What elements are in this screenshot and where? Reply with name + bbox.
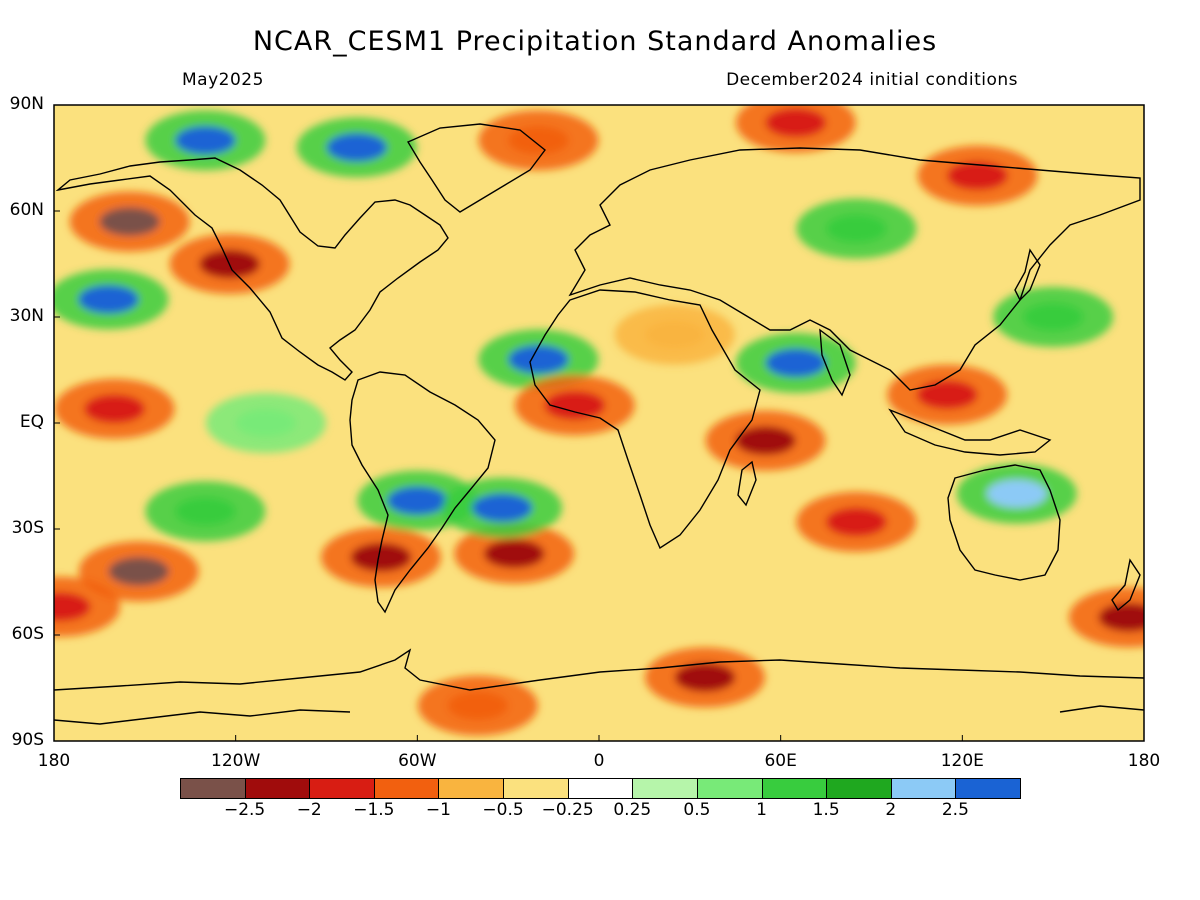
colorbar-label: −1: [425, 800, 451, 820]
colorbar-label: 2: [885, 800, 897, 820]
anomaly-region: [326, 133, 387, 162]
coast-south-america: [349, 371, 496, 614]
colorbar-swatch: [503, 778, 569, 799]
anomaly-region: [54, 592, 91, 621]
colorbar-swatch: [309, 778, 375, 799]
anomaly-region: [765, 108, 826, 137]
coast-new-zealand: [1111, 558, 1141, 612]
lon-label: 60E: [764, 751, 797, 771]
anomaly-region: [508, 126, 569, 155]
colorbar-swatch: [180, 778, 246, 799]
colorbar-swatch: [373, 778, 440, 799]
initial-conditions: December2024 initial conditions: [726, 70, 1018, 90]
coast-antarctica-south: [54, 709, 351, 725]
colorbar-swatch: [955, 778, 1021, 799]
anomaly-region: [351, 543, 411, 572]
coast-antarctica: [54, 648, 1144, 691]
anomaly-region: [84, 394, 145, 423]
anomaly-region: [826, 507, 887, 536]
lon-label: 180: [37, 751, 71, 771]
colorbar-swatch: [826, 778, 892, 799]
coast-north-america: [55, 157, 449, 381]
lat-label: 60N: [9, 200, 44, 220]
coast-japan: [1014, 248, 1041, 302]
anomaly-region: [1098, 603, 1144, 632]
anomaly-region: [644, 320, 705, 349]
forecast-month: May2025: [182, 70, 264, 90]
lon-label: 0: [593, 751, 605, 771]
colorbar-swatch: [438, 778, 505, 799]
colorbar-label: −2: [296, 800, 322, 820]
anomaly-region: [387, 486, 448, 515]
anomaly-region: [1023, 303, 1084, 331]
anomaly-region: [508, 345, 569, 374]
colorbar-label: −0.5: [482, 800, 524, 820]
colorbar-label: −1.5: [353, 800, 395, 820]
anomaly-region: [235, 409, 296, 437]
anomaly-region: [472, 493, 533, 522]
anomaly-region: [99, 207, 160, 236]
anomaly-region: [917, 380, 978, 409]
anomaly-field: [54, 105, 1144, 741]
lat-label: 30N: [9, 306, 44, 326]
lon-label: 60W: [398, 751, 437, 771]
anomaly-region: [765, 348, 826, 377]
anomaly-region: [78, 285, 139, 314]
colorbar-label: 0.25: [613, 800, 652, 820]
lat-label: EQ: [19, 412, 44, 432]
axis-ticks: [53, 104, 1145, 742]
colorbar-swatch: [696, 778, 763, 799]
coast-antarctica-east: [1059, 705, 1144, 713]
map-title: NCAR_CESM1 Precipitation Standard Anomal…: [252, 26, 938, 57]
anomaly-region: [175, 497, 236, 526]
colorbar-swatch: [244, 778, 311, 799]
lat-label: 90S: [11, 730, 44, 750]
coast-africa: [529, 289, 761, 550]
colorbar-swatch: [761, 778, 828, 799]
coast-india: [819, 328, 851, 397]
coast-greenland: [406, 123, 546, 213]
anomaly-region: [544, 391, 605, 420]
anomaly-region: [735, 426, 796, 455]
coast-australia: [947, 464, 1061, 581]
anomaly-region: [947, 161, 1008, 190]
lat-label: 90N: [9, 94, 44, 114]
lat-label: 30S: [11, 518, 44, 538]
coast-indonesia: [888, 408, 1052, 456]
anomaly-region: [447, 691, 508, 720]
lon-label: 180: [1127, 751, 1161, 771]
anomaly-region: [986, 479, 1047, 508]
colorbar-label: 1.5: [812, 800, 840, 820]
lon-label: 120E: [940, 751, 984, 771]
colorbar-swatch: [890, 778, 957, 799]
colorbar-label: −0.25: [541, 800, 594, 820]
colorbar-label: 0.5: [683, 800, 711, 820]
anomaly-region: [175, 126, 236, 155]
anomaly-region: [674, 663, 735, 692]
colorbar-label: 1: [756, 800, 767, 820]
coast-eurasia: [568, 147, 1141, 391]
lon-label: 120W: [211, 751, 261, 771]
anomaly-region: [484, 539, 545, 568]
anomaly-region: [108, 557, 169, 586]
colorbar-label: −2.5: [223, 800, 266, 820]
lat-label: 60S: [11, 624, 44, 644]
coast-madagascar: [737, 460, 757, 507]
coastlines: [54, 123, 1144, 725]
anomaly-region: [826, 214, 887, 243]
colorbar-label: 2.5: [941, 800, 969, 820]
colorbar-swatch: [632, 778, 698, 799]
colorbar-swatch: [567, 778, 634, 799]
